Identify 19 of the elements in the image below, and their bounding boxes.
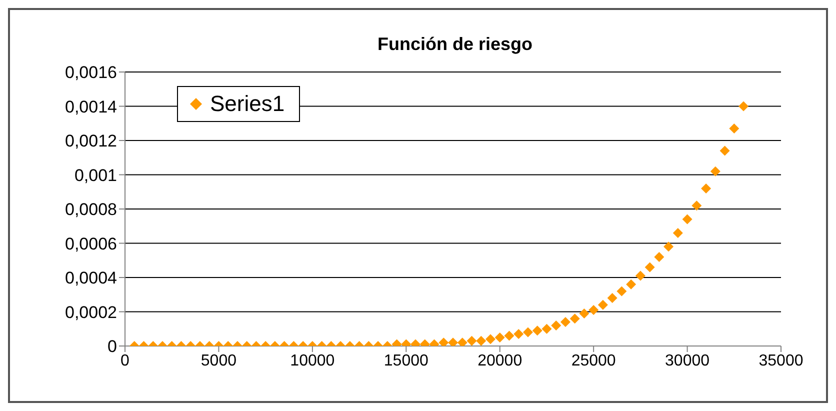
y-tick-label: 0,0014 — [65, 97, 117, 116]
y-tick-label: 0,0008 — [65, 200, 117, 220]
y-tick-label: 0,0016 — [65, 63, 117, 82]
x-tick-label: 10000 — [290, 352, 335, 370]
x-tick-label: 20000 — [478, 352, 522, 370]
x-tick-label: 0 — [120, 352, 130, 370]
y-tick-label: 0,0006 — [65, 234, 117, 254]
x-tick-label: 5000 — [200, 352, 237, 370]
x-tick-label: 15000 — [384, 352, 428, 370]
legend-label: Series1 — [209, 91, 285, 117]
y-tick-label: 0,0004 — [65, 268, 117, 288]
y-tick-label: 0,001 — [74, 166, 117, 185]
x-tick-label: 35000 — [758, 352, 804, 370]
x-tick-label: 25000 — [571, 352, 616, 370]
y-tick-label: 0,0012 — [65, 132, 117, 151]
chart-title: Función de riesgo — [376, 34, 534, 55]
y-tick-label: 0 — [108, 337, 117, 356]
y-tick-label: 0,0002 — [65, 302, 117, 322]
x-tick-label: 30000 — [665, 352, 710, 370]
